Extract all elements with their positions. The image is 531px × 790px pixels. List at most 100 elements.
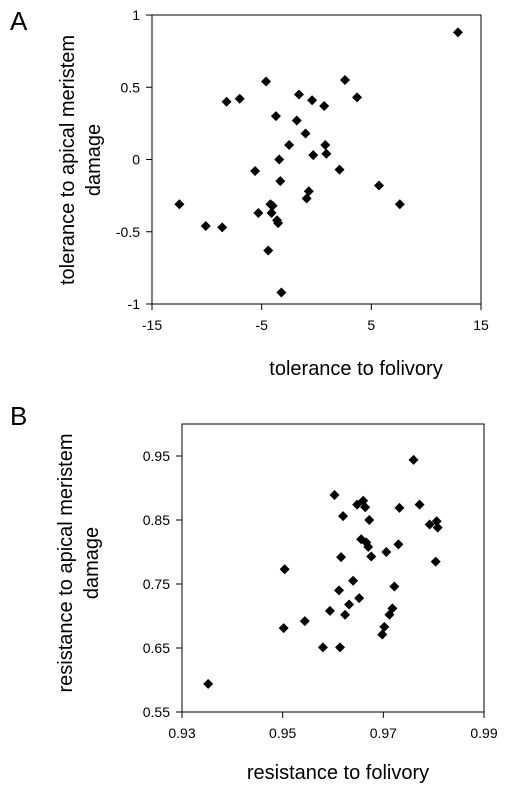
panel-a-data-point <box>276 287 287 298</box>
panel-a-data-point <box>263 245 274 256</box>
panel-a-data-point <box>291 115 302 126</box>
panel-a-x-tick-label: -5 <box>255 317 268 333</box>
panel-b-letter: B <box>10 401 27 431</box>
panel-a-x-tick-label: 5 <box>367 317 375 333</box>
panel-b-data-point <box>389 581 400 592</box>
panel-a-data-point <box>250 166 261 177</box>
panel-a-data-point <box>452 27 463 38</box>
panel-a-plot-frame <box>151 14 482 305</box>
panel-a-data-point <box>284 140 295 151</box>
panel-a-y-axis-title-line1: tolerance to apical meristem <box>57 35 79 285</box>
panel-a-x-tick-label: 15 <box>473 317 489 333</box>
panel-b-x-ticks: 0.93 0.95 0.97 0.99 <box>168 712 498 741</box>
panel-b-data-point <box>335 642 346 653</box>
panel-b-data-point <box>377 629 388 640</box>
panel-b-data-point <box>408 454 419 465</box>
panel-b-y-tick-label: 0.55 <box>143 704 170 720</box>
panel-b-data-point <box>432 522 443 533</box>
panel-b-data-point <box>336 552 347 563</box>
panel-a-y-tick-label: -1 <box>128 296 141 312</box>
panel-b-data-point <box>329 490 340 501</box>
panel-a-data-point <box>300 128 311 139</box>
panel-b-plot-frame <box>181 423 485 713</box>
panel-b-data-point <box>324 605 335 616</box>
panel-b-data-point <box>348 575 359 586</box>
panel-b-data-point <box>317 642 328 653</box>
panel-b-data-point <box>387 603 398 614</box>
panel-a-data-point <box>374 180 385 191</box>
panel-b-data-point <box>379 621 390 632</box>
panel-a-data-point <box>334 164 345 175</box>
panel-a-x-tick-label: -15 <box>142 317 162 333</box>
panel-b-data-point <box>299 616 310 627</box>
panel-b-points <box>203 454 443 689</box>
panel-b-x-tick-label: 0.95 <box>269 725 296 741</box>
panel-b-data-point <box>393 539 404 550</box>
panel-b-y-tick-label: 0.75 <box>143 576 170 592</box>
panel-a-data-point <box>270 111 281 122</box>
panel-a-data-point <box>200 220 211 231</box>
panel-a: A -15 -5 5 15 -1 -0.5 0 0.5 1 tolerance to foli… <box>10 6 489 380</box>
panel-a-data-point <box>234 93 245 104</box>
panel-a-data-point <box>261 76 272 87</box>
panel-a-y-ticks: -1 -0.5 0 0.5 1 <box>116 7 152 312</box>
panel-b-x-tick-label: 0.93 <box>168 725 195 741</box>
panel-b-data-point <box>278 623 289 634</box>
panel-a-points <box>174 27 463 298</box>
panel-a-data-point <box>221 96 232 107</box>
panel-b-x-tick-label: 0.99 <box>470 725 497 741</box>
panel-b-data-point <box>363 541 374 552</box>
panel-a-data-point <box>320 140 331 151</box>
panel-a-data-point <box>352 92 363 103</box>
panel-b-x-tick-label: 0.97 <box>370 725 397 741</box>
panel-a-data-point <box>394 199 405 210</box>
panel-a-data-point <box>303 186 314 197</box>
panel-b-y-tick-label: 0.95 <box>143 448 170 464</box>
panel-b-y-ticks: 0.55 0.65 0.75 0.85 0.95 <box>143 448 182 720</box>
panel-a-y-axis-title-line2: damage <box>83 124 105 196</box>
panel-b-y-axis-title-line2: damage <box>81 527 103 599</box>
panel-b-x-axis-title: resistance to folivory <box>247 762 429 784</box>
panel-a-data-point <box>273 218 284 229</box>
panel-b-data-point <box>430 556 441 567</box>
panel-b-data-point <box>344 599 355 610</box>
panel-a-data-point <box>253 207 264 218</box>
panel-a-data-point <box>319 101 330 112</box>
panel-a-data-point <box>274 154 285 165</box>
panel-b-data-point <box>414 499 425 510</box>
panel-b-data-point <box>334 585 345 596</box>
panel-b-data-point <box>364 515 375 525</box>
panel-a-data-point <box>217 222 228 233</box>
panel-b-data-point <box>203 678 214 689</box>
panel-a-data-point <box>301 193 312 204</box>
panel-a-data-point <box>307 95 318 106</box>
panel-b-data-point <box>366 551 377 562</box>
panel-b-y-axis-title-line1: resistance to apical meristem <box>55 434 77 693</box>
panel-b-data-point <box>394 502 405 513</box>
panel-a-y-tick-label: 0.5 <box>121 79 141 95</box>
panel-b-data-point <box>360 502 371 513</box>
panel-a-data-point <box>267 200 278 211</box>
panel-b-data-point <box>338 511 349 522</box>
panel-a-data-point <box>340 75 351 86</box>
panel-b: B 0.93 0.95 0.97 0.99 0.550.650.750.850.95 … <box>10 401 498 784</box>
panel-a-y-tick-label: 1 <box>132 7 140 23</box>
panel-a-data-point <box>321 148 332 159</box>
panel-b-data-point <box>431 516 442 527</box>
panel-a-x-ticks: -15 -5 5 15 <box>142 304 489 333</box>
panel-a-data-point <box>174 199 185 210</box>
panel-b-data-point <box>424 519 435 530</box>
panel-a-data-point <box>308 150 319 161</box>
panel-a-data-point <box>275 176 286 187</box>
panel-a-data-point <box>266 207 277 218</box>
panel-b-data-point <box>381 547 392 557</box>
panel-a-data-point <box>293 89 304 100</box>
panel-a-y-tick-label: 0 <box>132 152 140 168</box>
panel-a-x-axis-title: tolerance to folivory <box>269 358 442 380</box>
panel-b-y-tick-label: 0.65 <box>143 640 170 656</box>
panel-b-data-point <box>354 593 365 604</box>
panel-b-data-point <box>279 564 290 575</box>
panel-b-data-point <box>340 609 351 620</box>
panel-a-letter: A <box>10 6 28 36</box>
